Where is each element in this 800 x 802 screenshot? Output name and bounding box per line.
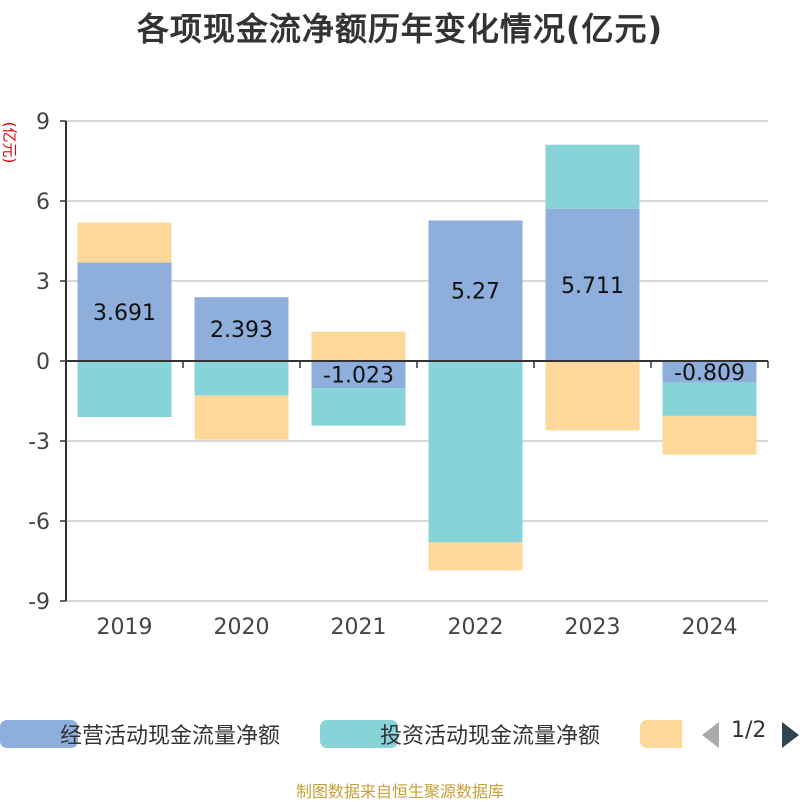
bar-2020-series-0[interactable] [194, 297, 289, 361]
y-tick-label: -3 [28, 430, 50, 455]
bar-chart: 9 6 3 0 -3 -6 -9 2019 2020 2021 2022 2023 2024 3.691… [28, 110, 769, 640]
data-label: 5.711 [561, 274, 624, 299]
axes: 9 6 3 0 -3 -6 -9 2019 2020 2021 2022 2023 2024 [28, 110, 769, 640]
legend-label: 投资活动现金流量净额 [380, 724, 601, 749]
x-tick-label: 2022 [448, 615, 504, 640]
bar-2022-series-1[interactable] [428, 361, 523, 543]
bar-2019-series-1[interactable] [77, 361, 172, 417]
legend-swatch [640, 720, 682, 748]
bar-2023-series-2[interactable] [545, 361, 640, 431]
data-labels: 3.691 2.393 -1.023 5.27 5.711 -0.809 [93, 274, 745, 389]
bar-2023-series-0[interactable] [545, 208, 640, 361]
data-label: 2.393 [210, 318, 273, 343]
legend-prev-page-icon[interactable] [702, 722, 719, 748]
bar-2021-series-1[interactable] [311, 388, 406, 426]
legend-label: 经营活动现金流量净额 [60, 724, 281, 749]
legend-page-indicator: 1/2 [731, 718, 767, 743]
bar-2024-series-1[interactable] [662, 382, 757, 416]
x-tick-label: 2024 [682, 615, 738, 640]
y-tick-label: 9 [36, 110, 50, 135]
legend-item-operating[interactable]: 经营活动现金流量净额 [0, 716, 310, 752]
bar-2021-series-0[interactable] [311, 361, 406, 389]
bar-2024-series-0[interactable] [662, 361, 757, 383]
x-tick-label: 2021 [331, 615, 387, 640]
legend-swatch [320, 720, 398, 748]
bar-2020-series-2[interactable] [194, 395, 289, 440]
bar-2022-series-0[interactable] [428, 220, 523, 361]
chart-title: 各项现金流净额历年变化情况(亿元) [136, 10, 664, 48]
y-tick-label: 3 [36, 270, 50, 295]
legend-next-page-icon[interactable] [782, 722, 799, 748]
data-label: -0.809 [674, 361, 745, 386]
x-tick-label: 2019 [97, 615, 153, 640]
legend-swatch [0, 720, 78, 748]
data-label: -1.023 [323, 364, 394, 389]
bar-2019-series-0[interactable] [77, 262, 172, 361]
bar-2024-series-2[interactable] [662, 415, 757, 455]
data-label: 5.27 [451, 280, 500, 305]
data-source-note: 制图数据来自恒生聚源数据库 [295, 782, 504, 801]
bar-2022-series-2[interactable] [428, 542, 523, 571]
legend: 经营活动现金流量净额 投资活动现金流量净额 1/2 [0, 716, 800, 756]
bar-2019-series-2[interactable] [77, 222, 172, 263]
y-tick-label: 6 [36, 190, 50, 215]
y-tick-label: -6 [28, 510, 50, 535]
legend-item-third-series[interactable] [640, 716, 684, 752]
bar-2020-series-1[interactable] [194, 361, 289, 396]
x-tick-label: 2023 [565, 615, 621, 640]
data-label: 3.691 [93, 301, 156, 326]
x-tick-label: 2020 [214, 615, 270, 640]
grid-lines [66, 120, 768, 602]
bar-series[interactable] [77, 144, 757, 571]
bar-2021-series-2[interactable] [311, 331, 406, 361]
y-tick-label: -9 [28, 590, 50, 615]
y-tick-label: 0 [36, 350, 50, 375]
bar-2023-series-1[interactable] [545, 144, 640, 209]
legend-item-investing[interactable]: 投资活动现金流量净额 [320, 716, 630, 752]
